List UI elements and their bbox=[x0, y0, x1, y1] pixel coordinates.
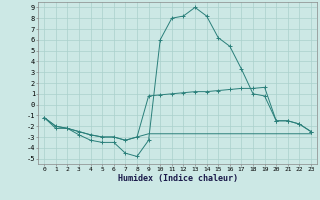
X-axis label: Humidex (Indice chaleur): Humidex (Indice chaleur) bbox=[118, 174, 238, 183]
